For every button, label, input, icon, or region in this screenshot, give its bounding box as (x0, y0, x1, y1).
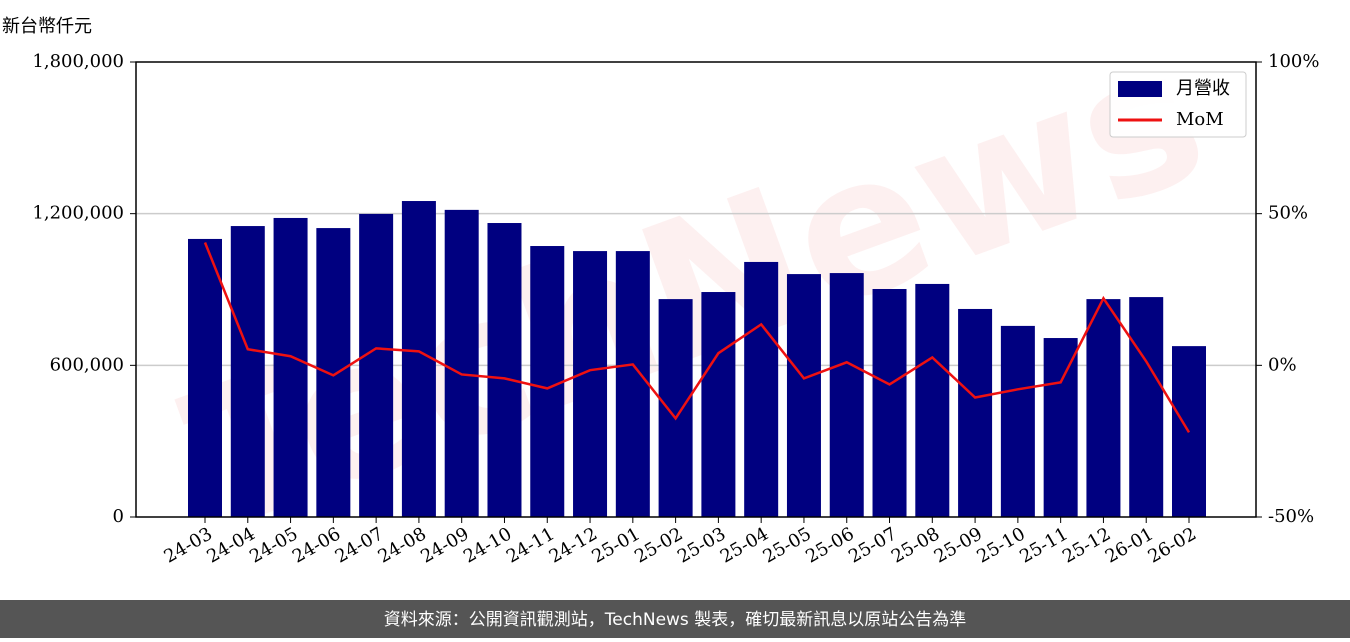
bar (1043, 338, 1078, 517)
footer: 資料來源：公開資訊觀測站，TechNews 製表，確切最新訊息以原站公告為準 (384, 610, 966, 630)
x-tick-label: 25-09 (931, 523, 986, 567)
x-tick-label: 25-05 (760, 523, 815, 567)
x-tick-label: 25-11 (1016, 523, 1071, 567)
x-tick-label: 25-07 (845, 523, 900, 567)
bar (701, 292, 736, 517)
x-tick-label: 25-03 (674, 523, 729, 567)
x-tick-label: 25-10 (973, 523, 1028, 567)
x-tick-label: 24-09 (417, 523, 472, 567)
bar (1086, 299, 1121, 517)
y2-tick-label: 50% (1268, 203, 1308, 224)
bar (829, 273, 864, 517)
bar (573, 251, 608, 518)
x-tick-label: 26-01 (1102, 523, 1157, 567)
bar (188, 238, 222, 517)
x-tick-label: 25-08 (888, 523, 943, 567)
bar (487, 223, 522, 517)
y2-tick-label: -50% (1268, 506, 1314, 527)
bar (744, 261, 779, 517)
bar (958, 308, 993, 517)
bar (915, 283, 950, 517)
legend-label: MoM (1176, 109, 1224, 130)
legend-swatch (1118, 81, 1162, 97)
plot-frame (135, 61, 1257, 518)
y-tick-label: 0 (113, 506, 124, 527)
bar (658, 299, 693, 517)
bar (401, 201, 436, 517)
bar (530, 246, 565, 517)
line (203, 242, 1191, 434)
bar (273, 217, 308, 518)
y-axis-label: 新台幣仟元 (2, 16, 92, 37)
x-tick-label: 25-12 (1059, 523, 1114, 567)
bar (1000, 325, 1035, 517)
x-tick-label: 24-03 (161, 523, 216, 567)
bar (444, 209, 479, 517)
bar (872, 288, 907, 517)
bar (615, 251, 650, 518)
y-tick-label: 600,000 (50, 354, 124, 375)
y2-tick-label: 100% (1268, 51, 1319, 72)
x-tick-label: 24-08 (374, 523, 429, 567)
x-tick-label: 24-12 (546, 523, 601, 567)
bar (359, 213, 394, 518)
y-tick-label: 1,200,000 (32, 203, 124, 224)
y2-tick-label: 0% (1268, 354, 1297, 375)
y-tick-label: 1,800,000 (32, 51, 124, 72)
x-tick-label: 25-06 (802, 523, 857, 567)
x-tick-label: 25-01 (588, 523, 643, 567)
x-tick-label: 25-02 (631, 523, 686, 567)
footer-band (0, 600, 1350, 638)
bar (316, 228, 351, 517)
bar (230, 226, 265, 517)
x-tick-label: 25-04 (717, 523, 772, 567)
x-tick-label: 24-10 (460, 523, 515, 567)
legend-label: 月營收 (1176, 78, 1230, 99)
x-tick-label: 26-02 (1145, 523, 1200, 567)
bar (786, 274, 821, 517)
x-tick-label: 24-11 (503, 523, 558, 567)
bar (1129, 297, 1164, 517)
